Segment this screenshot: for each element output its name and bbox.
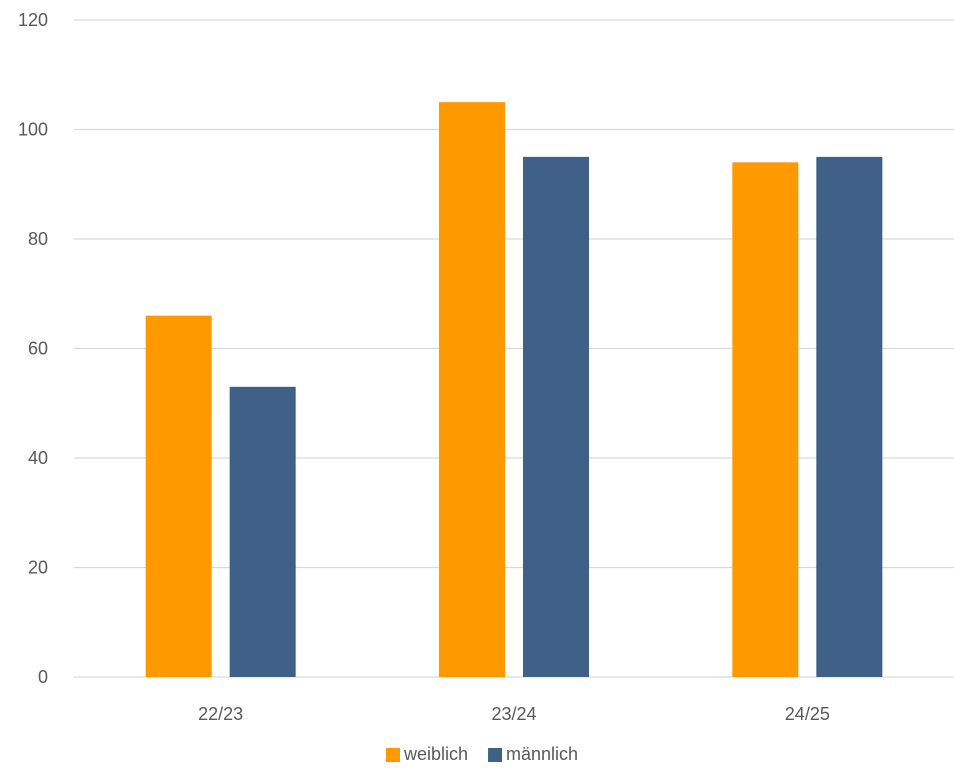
y-tick-label: 100 (18, 120, 48, 140)
legend-swatch-männlich (488, 748, 503, 762)
legend-swatch-weiblich (386, 748, 400, 762)
bar-männlich-24/25 (816, 156, 883, 677)
y-tick-label: 40 (28, 448, 48, 468)
bar-männlich-23/24 (523, 156, 589, 677)
legend-label: männlich (506, 744, 578, 764)
bars (145, 102, 883, 678)
y-tick-label: 60 (28, 339, 48, 359)
y-tick-label: 20 (28, 558, 48, 578)
x-tick-label: 23/24 (491, 704, 536, 724)
bar-männlich-22/23 (229, 386, 296, 677)
gridlines (74, 19, 954, 678)
y-axis-tick-labels: 0 20 40 60 80 100 120 (18, 10, 48, 687)
bar-weiblich-22/23 (145, 315, 212, 677)
y-tick-label: 80 (28, 229, 48, 249)
bar-weiblich-23/24 (439, 102, 505, 677)
x-tick-label: 22/23 (198, 704, 243, 724)
y-tick-label: 0 (38, 667, 48, 687)
legend-label: weiblich (403, 744, 468, 764)
bar-weiblich-24/25 (732, 162, 799, 678)
legend: weiblich männlich (386, 744, 578, 764)
y-tick-label: 120 (18, 10, 48, 30)
x-tick-label: 24/25 (785, 704, 830, 724)
x-axis-tick-labels: 22/23 23/24 24/25 (198, 704, 830, 724)
